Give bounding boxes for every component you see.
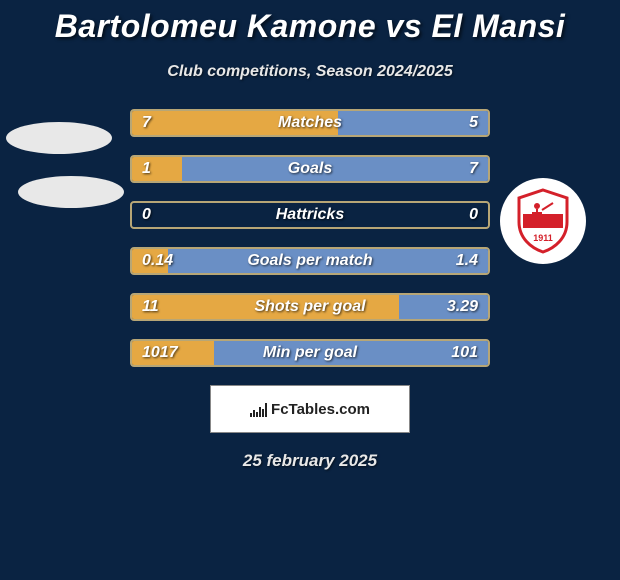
stat-label: Min per goal [132, 344, 488, 362]
stat-row: 1017101Min per goal [130, 339, 490, 367]
fctables-badge[interactable]: FcTables.com [210, 385, 410, 433]
stat-row: 00Hattricks [130, 201, 490, 229]
stat-label: Goals per match [132, 252, 488, 270]
comparison-chart: 75Matches 17Goals 00Hattricks 0.141.4Goals … [0, 109, 620, 367]
stat-label: Hattricks [132, 206, 488, 224]
fctables-label: FcTables.com [271, 401, 370, 418]
stat-label: Matches [132, 114, 488, 132]
stat-label: Shots per goal [132, 298, 488, 316]
stat-row: 75Matches [130, 109, 490, 137]
stat-label: Goals [132, 160, 488, 178]
snapshot-date: 25 february 2025 [0, 451, 620, 471]
stat-row: 113.29Shots per goal [130, 293, 490, 321]
stat-row: 17Goals [130, 155, 490, 183]
fctables-bars-icon [250, 401, 267, 417]
page-title: Bartolomeu Kamone vs El Mansi [0, 0, 620, 45]
page-subtitle: Club competitions, Season 2024/2025 [0, 63, 620, 81]
stat-row: 0.141.4Goals per match [130, 247, 490, 275]
